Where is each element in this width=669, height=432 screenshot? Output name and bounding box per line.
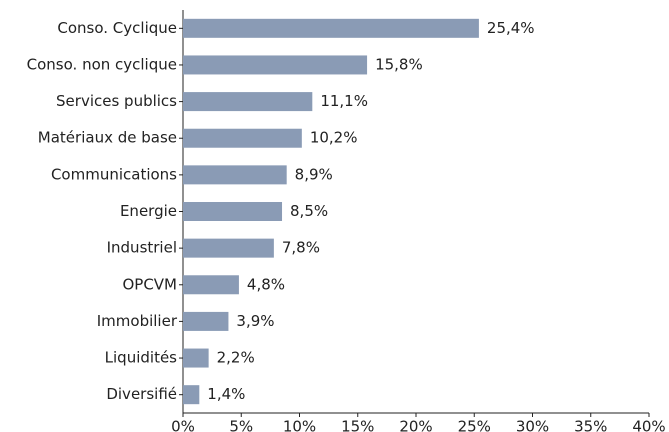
x-tick-label: 15% — [341, 418, 374, 432]
bar — [183, 311, 229, 331]
value-label: 7,8% — [282, 239, 320, 257]
x-tick-label: 25% — [458, 418, 491, 432]
value-label: 8,5% — [290, 202, 328, 220]
bar — [183, 385, 200, 405]
y-tick-label: Conso. non cyclique — [27, 55, 177, 73]
value-label: 4,8% — [247, 275, 285, 293]
y-tick-label: Communications — [51, 165, 177, 183]
bar — [183, 128, 302, 148]
bar — [183, 202, 283, 221]
y-tick-label: Conso. Cyclique — [57, 19, 177, 37]
y-tick-label: OPCVM — [122, 275, 177, 293]
y-tick-label: Liquidités — [105, 349, 178, 367]
value-label: 1,4% — [207, 385, 245, 403]
value-label: 8,9% — [295, 165, 333, 183]
x-tick-label: 20% — [399, 418, 432, 432]
bar — [183, 165, 287, 185]
bar — [183, 348, 209, 368]
value-label: 25,4% — [487, 19, 535, 37]
value-label: 10,2% — [310, 129, 358, 147]
x-tick-label: 30% — [516, 418, 549, 432]
y-tick-label: Matériaux de base — [38, 129, 177, 147]
value-label: 2,2% — [217, 349, 255, 367]
bar — [183, 92, 313, 112]
x-tick-label: 0% — [171, 418, 195, 432]
y-tick-label: Immobilier — [97, 312, 178, 330]
bar — [183, 238, 274, 258]
x-tick-label: 10% — [283, 418, 316, 432]
y-tick-label: Diversifié — [106, 385, 177, 403]
y-tick-label: Services publics — [56, 92, 177, 110]
value-label: 3,9% — [236, 312, 274, 330]
bar — [183, 18, 479, 38]
x-tick-label: 5% — [229, 418, 253, 432]
bar — [183, 275, 239, 295]
bar — [183, 55, 368, 75]
value-label: 15,8% — [375, 55, 423, 73]
value-label: 11,1% — [320, 92, 368, 110]
x-tick-label: 35% — [574, 418, 607, 432]
y-tick-label: Industriel — [107, 239, 177, 257]
y-tick-label: Energie — [120, 202, 177, 220]
x-tick-label: 40% — [632, 418, 665, 432]
